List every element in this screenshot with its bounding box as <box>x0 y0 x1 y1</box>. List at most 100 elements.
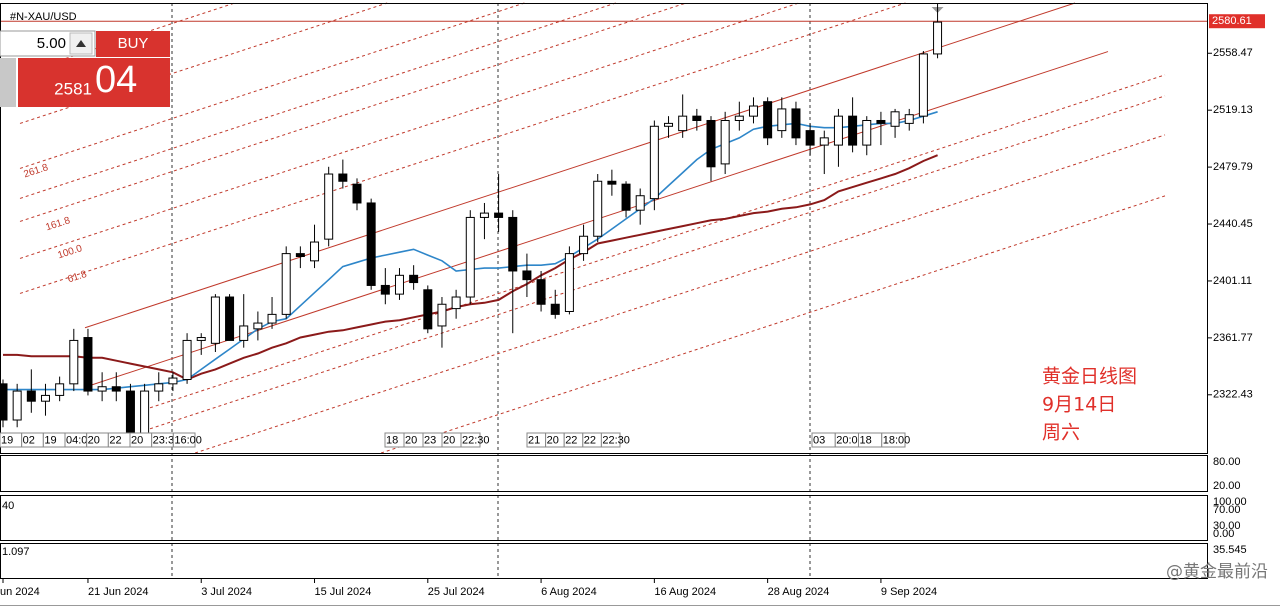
annotation: 周六 <box>1042 422 1080 444</box>
fib-line <box>149 95 1166 430</box>
fib-line <box>19 2 906 294</box>
buy-button[interactable] <box>96 31 170 57</box>
y-tick-label: 2440.45 <box>1213 218 1253 230</box>
candle-body <box>848 115 858 146</box>
candle-body <box>550 303 560 315</box>
channel-line <box>84 2 1076 329</box>
time-label: 20 <box>547 434 559 446</box>
buy-label: BUY <box>118 35 149 52</box>
candle-body <box>904 114 914 124</box>
time-label: 19 <box>44 434 56 446</box>
candle-body <box>437 303 447 327</box>
candle-body <box>748 105 758 117</box>
candle-body <box>168 377 178 385</box>
candle-body <box>678 115 688 132</box>
sell-stub <box>0 58 16 107</box>
candle-body <box>69 339 79 385</box>
marks <box>0 3 1208 445</box>
candle-body <box>536 279 546 305</box>
fib-line <box>19 2 687 222</box>
time-label: 20 <box>88 434 100 446</box>
last-price-box <box>1209 14 1265 29</box>
candle-body <box>253 322 263 330</box>
y-tick-label: 2519.13 <box>1213 104 1253 116</box>
candle-body <box>239 325 249 341</box>
time-label: 22:30 <box>462 434 490 446</box>
candle-body <box>26 390 36 402</box>
price-main: 2581 <box>54 79 92 98</box>
time-label: 20 <box>405 434 417 446</box>
candle-body <box>196 337 206 341</box>
candle-body <box>777 108 787 132</box>
candle-body <box>522 270 532 281</box>
moving-average <box>3 154 938 381</box>
candle-body <box>12 390 22 421</box>
watermark: @黄金最前沿 <box>1166 562 1268 582</box>
time-label: 19 <box>1 434 13 446</box>
candle-body <box>933 21 943 55</box>
candle-body <box>210 296 220 344</box>
sub-frame <box>0 495 1208 541</box>
fib-line <box>19 2 799 259</box>
candle-body <box>225 296 235 341</box>
time-label-box <box>600 432 621 448</box>
candle-body <box>55 383 65 396</box>
x-tick-label: 16 Aug 2024 <box>654 586 716 598</box>
candle-body <box>281 253 291 315</box>
candle-body <box>664 122 674 127</box>
candle-body <box>380 284 390 295</box>
candle-body <box>366 202 376 286</box>
candle-body <box>295 253 305 258</box>
time-label-box <box>460 432 481 448</box>
y-tick-label: 2322.43 <box>1213 389 1253 401</box>
sub-left-label: 1.097 <box>2 546 30 558</box>
time-label: 20:0 <box>836 434 857 446</box>
time-label: 18 <box>860 434 872 446</box>
time-label: 23:3 <box>153 434 174 446</box>
annotation: 9月14日 <box>1042 394 1116 416</box>
candle-body <box>734 115 744 121</box>
candle-body <box>791 108 801 139</box>
annotation: 黄金日线图 <box>1042 366 1137 388</box>
candle-body <box>890 111 900 127</box>
x-tick-label: 15 Jul 2024 <box>315 586 372 598</box>
sub-axis-label: 70.00 <box>1213 504 1241 516</box>
candle-body <box>111 386 121 392</box>
candle-body <box>465 216 475 298</box>
candle-body <box>763 101 773 139</box>
x-tick-label: 21 Jun 2024 <box>88 586 149 598</box>
time-label: 22 <box>109 434 121 446</box>
time-label: 22 <box>565 434 577 446</box>
y-tick-label: 2479.79 <box>1213 161 1253 173</box>
time-label: 20 <box>443 434 455 446</box>
buy-price-box[interactable] <box>18 58 170 107</box>
candle-body <box>324 173 334 240</box>
candle-body <box>876 119 886 124</box>
candle-body <box>409 274 419 284</box>
sub-axis-label: 0.00 <box>1213 528 1234 540</box>
candle-body <box>635 195 645 211</box>
fib-line <box>149 74 1166 409</box>
y-tick-label: 2558.47 <box>1213 47 1253 59</box>
candle-body <box>692 115 702 121</box>
candle-body <box>267 313 277 324</box>
time-label: 23 <box>424 434 436 446</box>
candle-body <box>494 212 504 218</box>
candle-body <box>352 183 362 204</box>
last-price-label: 2580.61 <box>1212 15 1252 27</box>
candle-body <box>805 130 815 146</box>
sub-frame <box>0 543 1208 579</box>
x-tick-label: 25 Jul 2024 <box>428 586 485 598</box>
candle-body <box>479 212 489 218</box>
x-tick-label: un 2024 <box>0 586 40 598</box>
price-pips: 04 <box>95 59 137 101</box>
candle-body <box>564 253 574 312</box>
candle-body <box>97 386 107 392</box>
main-frame <box>0 3 1208 454</box>
fib-line <box>19 2 525 169</box>
candle-body <box>125 390 135 435</box>
candle-body <box>862 119 872 146</box>
trade-panel: 5.00 BUY 2581 04 <box>0 30 170 107</box>
candle-body <box>579 235 589 255</box>
candle-body <box>451 296 461 310</box>
